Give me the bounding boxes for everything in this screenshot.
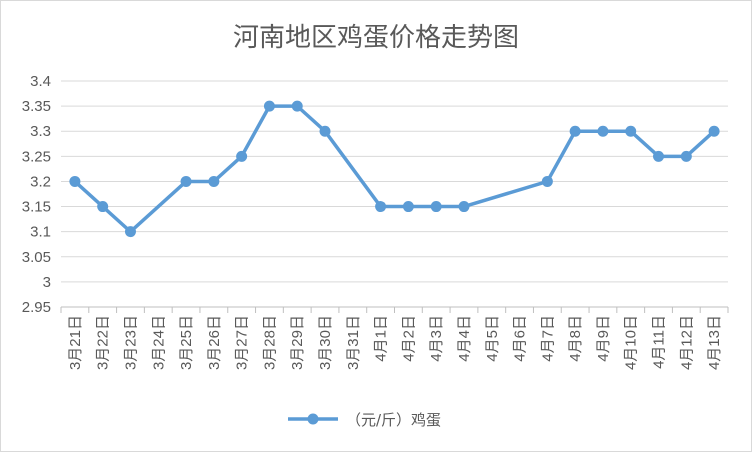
- y-tick-label: 2.95: [22, 299, 51, 316]
- data-point[interactable]: [291, 100, 303, 112]
- x-tick-label: 4月13日: [706, 315, 723, 370]
- x-tick-label: 3月23日: [122, 315, 139, 370]
- x-tick-label: 4月7日: [539, 315, 556, 362]
- y-tick-label: 3.1: [30, 224, 51, 241]
- data-point[interactable]: [208, 175, 220, 187]
- x-tick-label: 4月1日: [373, 315, 390, 362]
- x-tick-label: 3月31日: [345, 315, 362, 370]
- y-tick-label: 3.2: [30, 173, 51, 190]
- chart-title: 河南地区鸡蛋价格走势图: [233, 23, 519, 53]
- x-tick-label: 4月4日: [456, 315, 473, 362]
- y-tick-label: 3.3: [30, 123, 51, 140]
- data-point[interactable]: [653, 150, 665, 162]
- data-point[interactable]: [680, 150, 692, 162]
- x-tick-label: 4月10日: [623, 315, 640, 370]
- x-tick-label: 3月21日: [67, 315, 84, 370]
- x-tick-label: 4月11日: [651, 315, 668, 369]
- series-layer: [69, 100, 720, 238]
- x-tick-label: 3月30日: [317, 315, 334, 370]
- x-tick-label: 3月26日: [206, 315, 223, 370]
- data-point[interactable]: [597, 125, 609, 137]
- data-point[interactable]: [458, 201, 470, 213]
- data-point[interactable]: [402, 201, 414, 213]
- data-point[interactable]: [541, 175, 553, 187]
- legend-label: （元/斤）鸡蛋: [346, 411, 441, 429]
- x-tick-label: 3月28日: [261, 315, 278, 370]
- x-tick-label: 3月22日: [95, 315, 112, 370]
- y-tick-label: 3.15: [22, 199, 51, 216]
- x-tick-label: 4月9日: [595, 315, 612, 362]
- x-tick-label: 4月5日: [484, 315, 501, 362]
- data-point[interactable]: [569, 125, 581, 137]
- data-point[interactable]: [124, 226, 136, 238]
- y-axis-ticks: 3.4 3.35 3.3 3.25 3.2 3.15 3.1 3.05 3 2.95: [22, 73, 51, 316]
- series-line: [73, 104, 716, 234]
- x-tick-label: 4月2日: [400, 315, 417, 362]
- data-point[interactable]: [625, 125, 637, 137]
- x-tick-label: 4月12日: [678, 315, 695, 370]
- y-tick-label: 3: [43, 274, 51, 291]
- x-tick-label: 3月24日: [150, 315, 167, 370]
- data-point[interactable]: [430, 201, 442, 213]
- data-point[interactable]: [263, 100, 275, 112]
- legend[interactable]: （元/斤）鸡蛋: [288, 411, 441, 429]
- x-tick-label: 4月6日: [512, 315, 529, 362]
- y-tick-label: 3.05: [22, 249, 51, 266]
- x-tick-label: 4月3日: [428, 315, 445, 362]
- x-tick-label: 3月27日: [234, 315, 251, 370]
- y-tick-label: 3.25: [22, 148, 51, 165]
- axes: [60, 306, 729, 313]
- data-point[interactable]: [375, 201, 387, 213]
- data-point[interactable]: [708, 125, 720, 137]
- x-tick-label: 3月25日: [178, 315, 195, 370]
- x-tick-label: 3月29日: [289, 315, 306, 370]
- x-axis-ticks: 3月21日 3月22日 3月23日 3月24日 3月25日 3月26日 3月27日 3月28日…: [67, 315, 723, 370]
- y-tick-label: 3.4: [30, 73, 51, 90]
- data-point[interactable]: [319, 125, 331, 137]
- data-point[interactable]: [69, 175, 81, 187]
- legend-marker-swatch: [307, 413, 319, 425]
- y-tick-label: 3.35: [22, 98, 51, 115]
- x-tick-label: 4月8日: [567, 315, 584, 362]
- data-point[interactable]: [180, 175, 192, 187]
- data-point[interactable]: [97, 201, 109, 213]
- data-point[interactable]: [236, 150, 248, 162]
- gridlines: [61, 80, 728, 283]
